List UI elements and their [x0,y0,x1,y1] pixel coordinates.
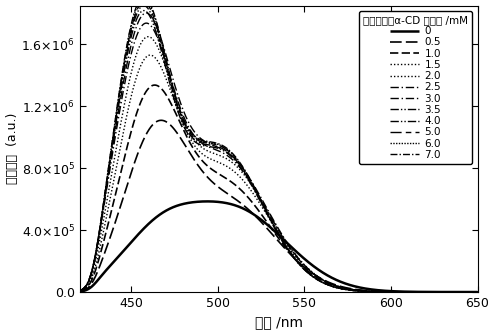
Legend: 0, 0.5, 1.0, 1.5, 2.0, 2.5, 3.0, 3.5, 4.0, 5.0, 6.0, 7.0: 0, 0.5, 1.0, 1.5, 2.0, 2.5, 3.0, 3.5, 4.… [359,11,472,164]
X-axis label: 波长 /nm: 波长 /nm [254,316,302,329]
Y-axis label: 发射强度  (a.u.): 发射强度 (a.u.) [5,113,18,185]
